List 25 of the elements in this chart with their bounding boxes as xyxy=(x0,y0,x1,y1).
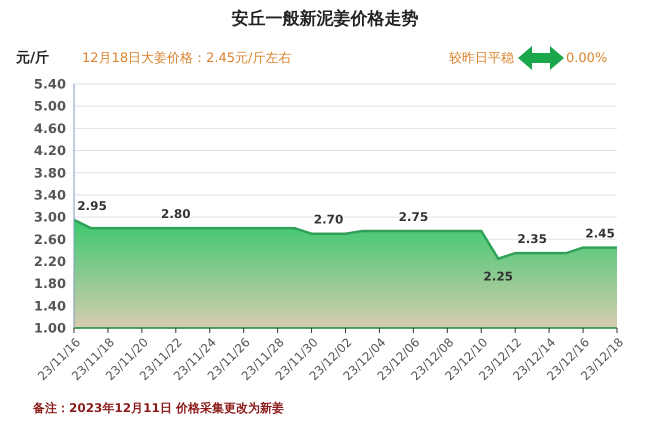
y-tick-label: 4.60 xyxy=(34,122,66,137)
y-axis-title: 元/斤 xyxy=(15,49,50,66)
y-tick-label: 3.80 xyxy=(34,166,66,182)
y-tick-label: 5.40 xyxy=(34,78,66,93)
y-tick-label: 3.40 xyxy=(34,188,66,204)
data-label: 2.25 xyxy=(483,270,514,284)
data-label: 2.80 xyxy=(161,207,191,222)
chart-title: 安丘一般新泥姜价格走势 xyxy=(232,8,418,29)
data-label: 2.35 xyxy=(517,232,547,246)
data-label: 2.95 xyxy=(77,198,107,213)
y-tick-label: 3.00 xyxy=(34,210,66,226)
text: 较昨日平稳 xyxy=(449,51,514,66)
text: 备注：2023年12月11日 价格采集更改为新姜 xyxy=(32,401,284,415)
y-tick-label: 1.80 xyxy=(34,277,66,292)
y-tick-label: 2.60 xyxy=(34,232,66,248)
text: 12月18日大姜价格：2.45元/斤左右 xyxy=(82,50,292,66)
data-label: 2.45 xyxy=(585,226,615,241)
y-tick-label: 1.00 xyxy=(34,322,66,337)
y-tick-label: 1.40 xyxy=(34,299,66,314)
text: 0.00% xyxy=(566,51,608,66)
y-tick-label: 4.20 xyxy=(34,144,66,160)
data-label: 2.70 xyxy=(314,212,344,227)
y-tick-label: 5.00 xyxy=(34,100,66,115)
y-tick-label: 2.20 xyxy=(34,255,66,270)
data-label: 2.75 xyxy=(398,210,428,224)
